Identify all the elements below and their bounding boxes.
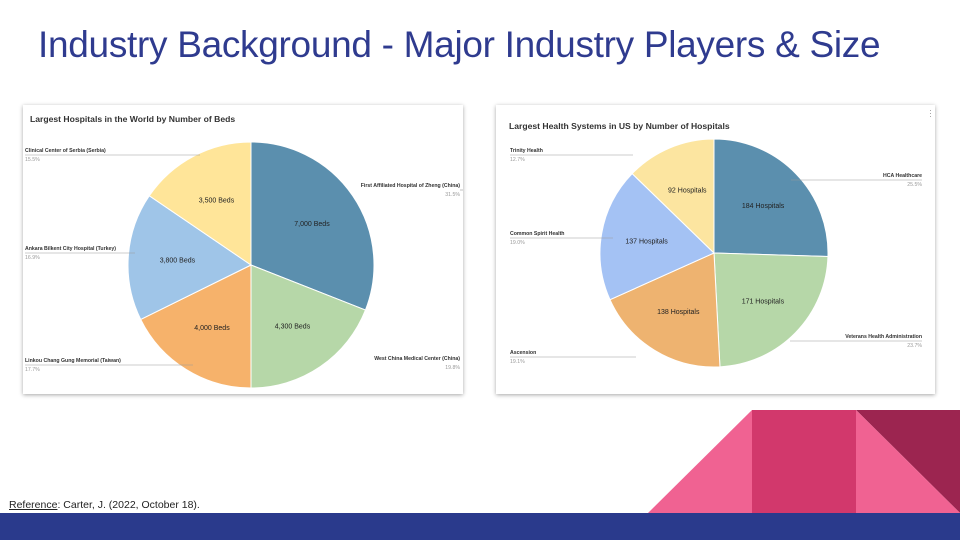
reference-label: Reference bbox=[9, 499, 58, 511]
slice-percent-label: 23.7% bbox=[907, 343, 922, 349]
slice-percent-label: 17.7% bbox=[25, 367, 40, 373]
slice-value-label: 3,500 Beds bbox=[199, 197, 235, 204]
pie-slice-veterans-health-administration[interactable] bbox=[713, 252, 829, 368]
deco-triangle-light bbox=[648, 410, 752, 513]
slice-percent-label: 19.1% bbox=[510, 359, 525, 365]
pie-chart-health-systems: Largest Health Systems in US by Number o… bbox=[509, 121, 922, 368]
slice-value-label: 92 Hospitals bbox=[668, 188, 707, 195]
slice-percent-label: 15.5% bbox=[25, 157, 40, 163]
pie-slice-west-china-medical-center-china[interactable] bbox=[250, 264, 367, 389]
page-title: Industry Background - Major Industry Pla… bbox=[38, 24, 881, 65]
chart-title: Largest Health Systems in US by Number o… bbox=[509, 121, 730, 131]
slice-value-label: 138 Hospitals bbox=[657, 309, 700, 316]
slice-name-label: First Affiliated Hospital of Zheng (Chin… bbox=[361, 183, 461, 189]
slice-value-label: 184 Hospitals bbox=[742, 203, 785, 210]
slice-name-label: West China Medical Center (China) bbox=[374, 356, 460, 362]
pie-slice-trinity-health[interactable] bbox=[631, 138, 715, 255]
slice-value-label: 3,800 Beds bbox=[160, 257, 196, 264]
slice-name-label: Common Spirit Health bbox=[510, 231, 564, 237]
reference-note: Reference: Carter, J. (2022, October 18)… bbox=[9, 499, 200, 511]
pie-slice-hca-healthcare[interactable] bbox=[713, 138, 829, 257]
slice-percent-label: 16.9% bbox=[25, 255, 40, 261]
slice-name-label: Ascension bbox=[510, 350, 536, 356]
pie-chart-hospital-beds: Largest Hospitals in the World by Number… bbox=[25, 114, 463, 389]
slice-percent-label: 31.5% bbox=[445, 192, 460, 198]
slice-value-label: 4,300 Beds bbox=[275, 324, 311, 331]
deco-triangle-maroon bbox=[856, 410, 960, 513]
deco-square bbox=[752, 410, 856, 513]
slice-percent-label: 12.7% bbox=[510, 157, 525, 163]
footer-bar bbox=[0, 513, 960, 540]
more-options-icon[interactable]: · · · bbox=[929, 105, 932, 121]
pie-slice-ascension[interactable] bbox=[609, 252, 721, 368]
slice-name-label: HCA Healthcare bbox=[883, 173, 922, 179]
chart-card-hospital-beds: Largest Hospitals in the World by Number… bbox=[23, 105, 463, 394]
chart-card-health-systems: Largest Health Systems in US by Number o… bbox=[496, 105, 935, 394]
slice-name-label: Veterans Health Administration bbox=[845, 334, 922, 340]
reference-text: : Carter, J. (2022, October 18). bbox=[57, 499, 200, 511]
slice-name-label: Linkou Chang Gung Memorial (Taiwan) bbox=[25, 358, 121, 364]
chart-title: Largest Hospitals in the World by Number… bbox=[30, 114, 235, 124]
deco-triangle-pink bbox=[856, 410, 960, 513]
slice-value-label: 7,000 Beds bbox=[294, 221, 330, 228]
slice-percent-label: 19.0% bbox=[510, 240, 525, 246]
pie-slice-linkou-chang-gung-memorial-taiwan[interactable] bbox=[140, 264, 252, 389]
pie-slice-first-affiliated-hospital-of-zheng-china[interactable] bbox=[250, 141, 375, 311]
pie-slice-clinical-center-of-serbia-serbia[interactable] bbox=[148, 141, 252, 266]
pie-slice-common-spirit-health[interactable] bbox=[599, 172, 715, 301]
slice-percent-label: 25.5% bbox=[907, 182, 922, 188]
slice-value-label: 4,000 Beds bbox=[194, 325, 230, 332]
slice-percent-label: 19.8% bbox=[445, 365, 460, 371]
pie-slice-ankara-bilkent-city-hospital-turkey[interactable] bbox=[127, 195, 252, 321]
slice-name-label: Trinity Health bbox=[510, 148, 543, 154]
slice-value-label: 171 Hospitals bbox=[742, 298, 785, 305]
slice-value-label: 137 Hospitals bbox=[625, 239, 668, 246]
slice-name-label: Clinical Center of Serbia (Serbia) bbox=[25, 148, 106, 154]
slice-name-label: Ankara Bilkent City Hospital (Turkey) bbox=[25, 246, 116, 252]
